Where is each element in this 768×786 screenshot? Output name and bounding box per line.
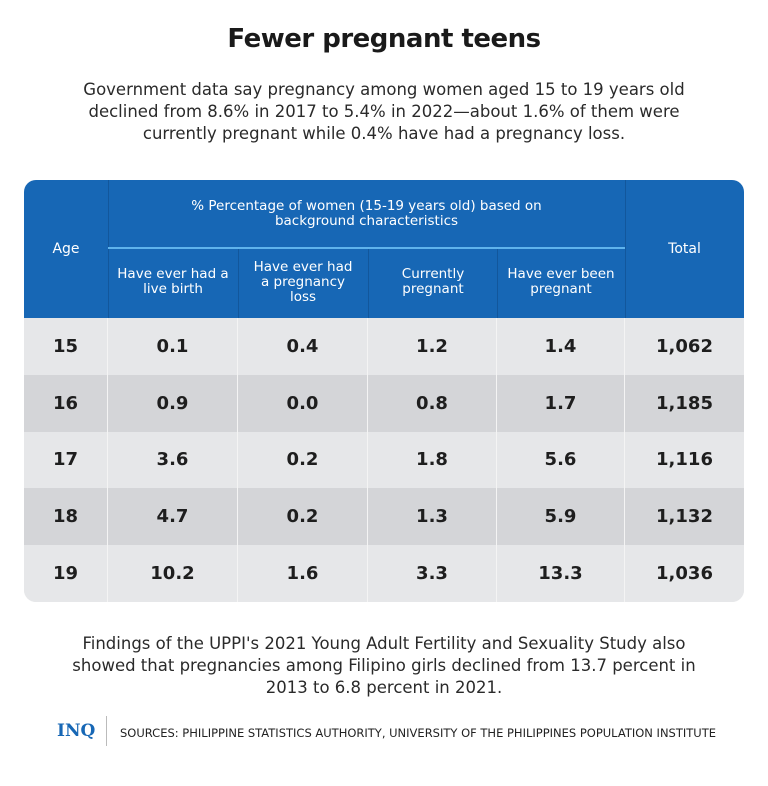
header-ever-pregnant: Have ever been pregnant <box>507 266 615 297</box>
header-live-birth: Have ever had a live birth <box>117 266 229 297</box>
table-row: 18 4.7 0.2 1.3 5.9 1,132 <box>24 488 744 546</box>
table-header: Age Total % Percentage of women (15-19 y… <box>24 180 744 318</box>
cell-total: 1,062 <box>656 335 713 357</box>
cell-currently-pregnant: 3.3 <box>368 545 497 602</box>
table-row: 15 0.1 0.4 1.2 1.4 1,062 <box>24 318 744 375</box>
cell-age: 17 <box>24 431 108 489</box>
group-header: % Percentage of women (15-19 years old) … <box>191 198 542 229</box>
cell-age: 16 <box>24 374 108 432</box>
table-row: 19 10.2 1.6 3.3 13.3 1,036 <box>24 545 744 602</box>
cell-currently-pregnant: 1.2 <box>368 318 497 375</box>
cell-ever-pregnant: 1.7 <box>497 374 625 432</box>
cell-live-birth: 10.2 <box>108 545 238 602</box>
footer-text: Findings of the UPPI's 2021 Young Adult … <box>72 634 696 697</box>
sources: SOURCES: PHILIPPINE STATISTICS AUTHORITY… <box>120 726 717 740</box>
cell-age: 15 <box>24 318 108 375</box>
cell-ever-pregnant: 5.9 <box>497 488 625 546</box>
cell-live-birth: 0.1 <box>108 318 238 375</box>
cell-ever-pregnant: 5.6 <box>497 431 625 489</box>
data-table: Age Total % Percentage of women (15-19 y… <box>24 180 744 602</box>
cell-age: 18 <box>24 488 108 546</box>
cell-age: 19 <box>24 545 108 602</box>
cell-total: 1,185 <box>656 392 713 414</box>
cell-currently-pregnant: 1.3 <box>368 488 497 546</box>
inq-logo: INQ <box>57 721 96 741</box>
header-currently-pregnant: Currently pregnant <box>401 266 465 297</box>
cell-ever-pregnant: 13.3 <box>497 545 625 602</box>
cell-pregnancy-loss: 1.6 <box>238 545 368 602</box>
cell-currently-pregnant: 1.8 <box>368 431 497 489</box>
header-total: Total <box>668 240 701 257</box>
header-age: Age <box>52 240 80 257</box>
cell-pregnancy-loss: 0.2 <box>238 488 368 546</box>
cell-live-birth: 0.9 <box>108 374 238 432</box>
cell-total: 1,036 <box>656 563 713 585</box>
logo-divider <box>106 716 107 746</box>
header-pregnancy-loss: Have ever had a pregnancy loss <box>253 258 353 305</box>
table-row: 17 3.6 0.2 1.8 5.6 1,116 <box>24 431 744 489</box>
cell-total: 1,132 <box>656 506 713 528</box>
page-title: Fewer pregnant teens <box>227 24 541 54</box>
cell-pregnancy-loss: 0.2 <box>238 431 368 489</box>
cell-total: 1,116 <box>656 449 713 471</box>
table-row: 16 0.9 0.0 0.8 1.7 1,185 <box>24 374 744 432</box>
cell-pregnancy-loss: 0.0 <box>238 374 368 432</box>
subtitle: Government data say pregnancy among wome… <box>83 80 685 143</box>
cell-ever-pregnant: 1.4 <box>497 318 625 375</box>
cell-live-birth: 4.7 <box>108 488 238 546</box>
cell-pregnancy-loss: 0.4 <box>238 318 368 375</box>
cell-live-birth: 3.6 <box>108 431 238 489</box>
cell-currently-pregnant: 0.8 <box>368 374 497 432</box>
header-divider <box>108 247 625 249</box>
